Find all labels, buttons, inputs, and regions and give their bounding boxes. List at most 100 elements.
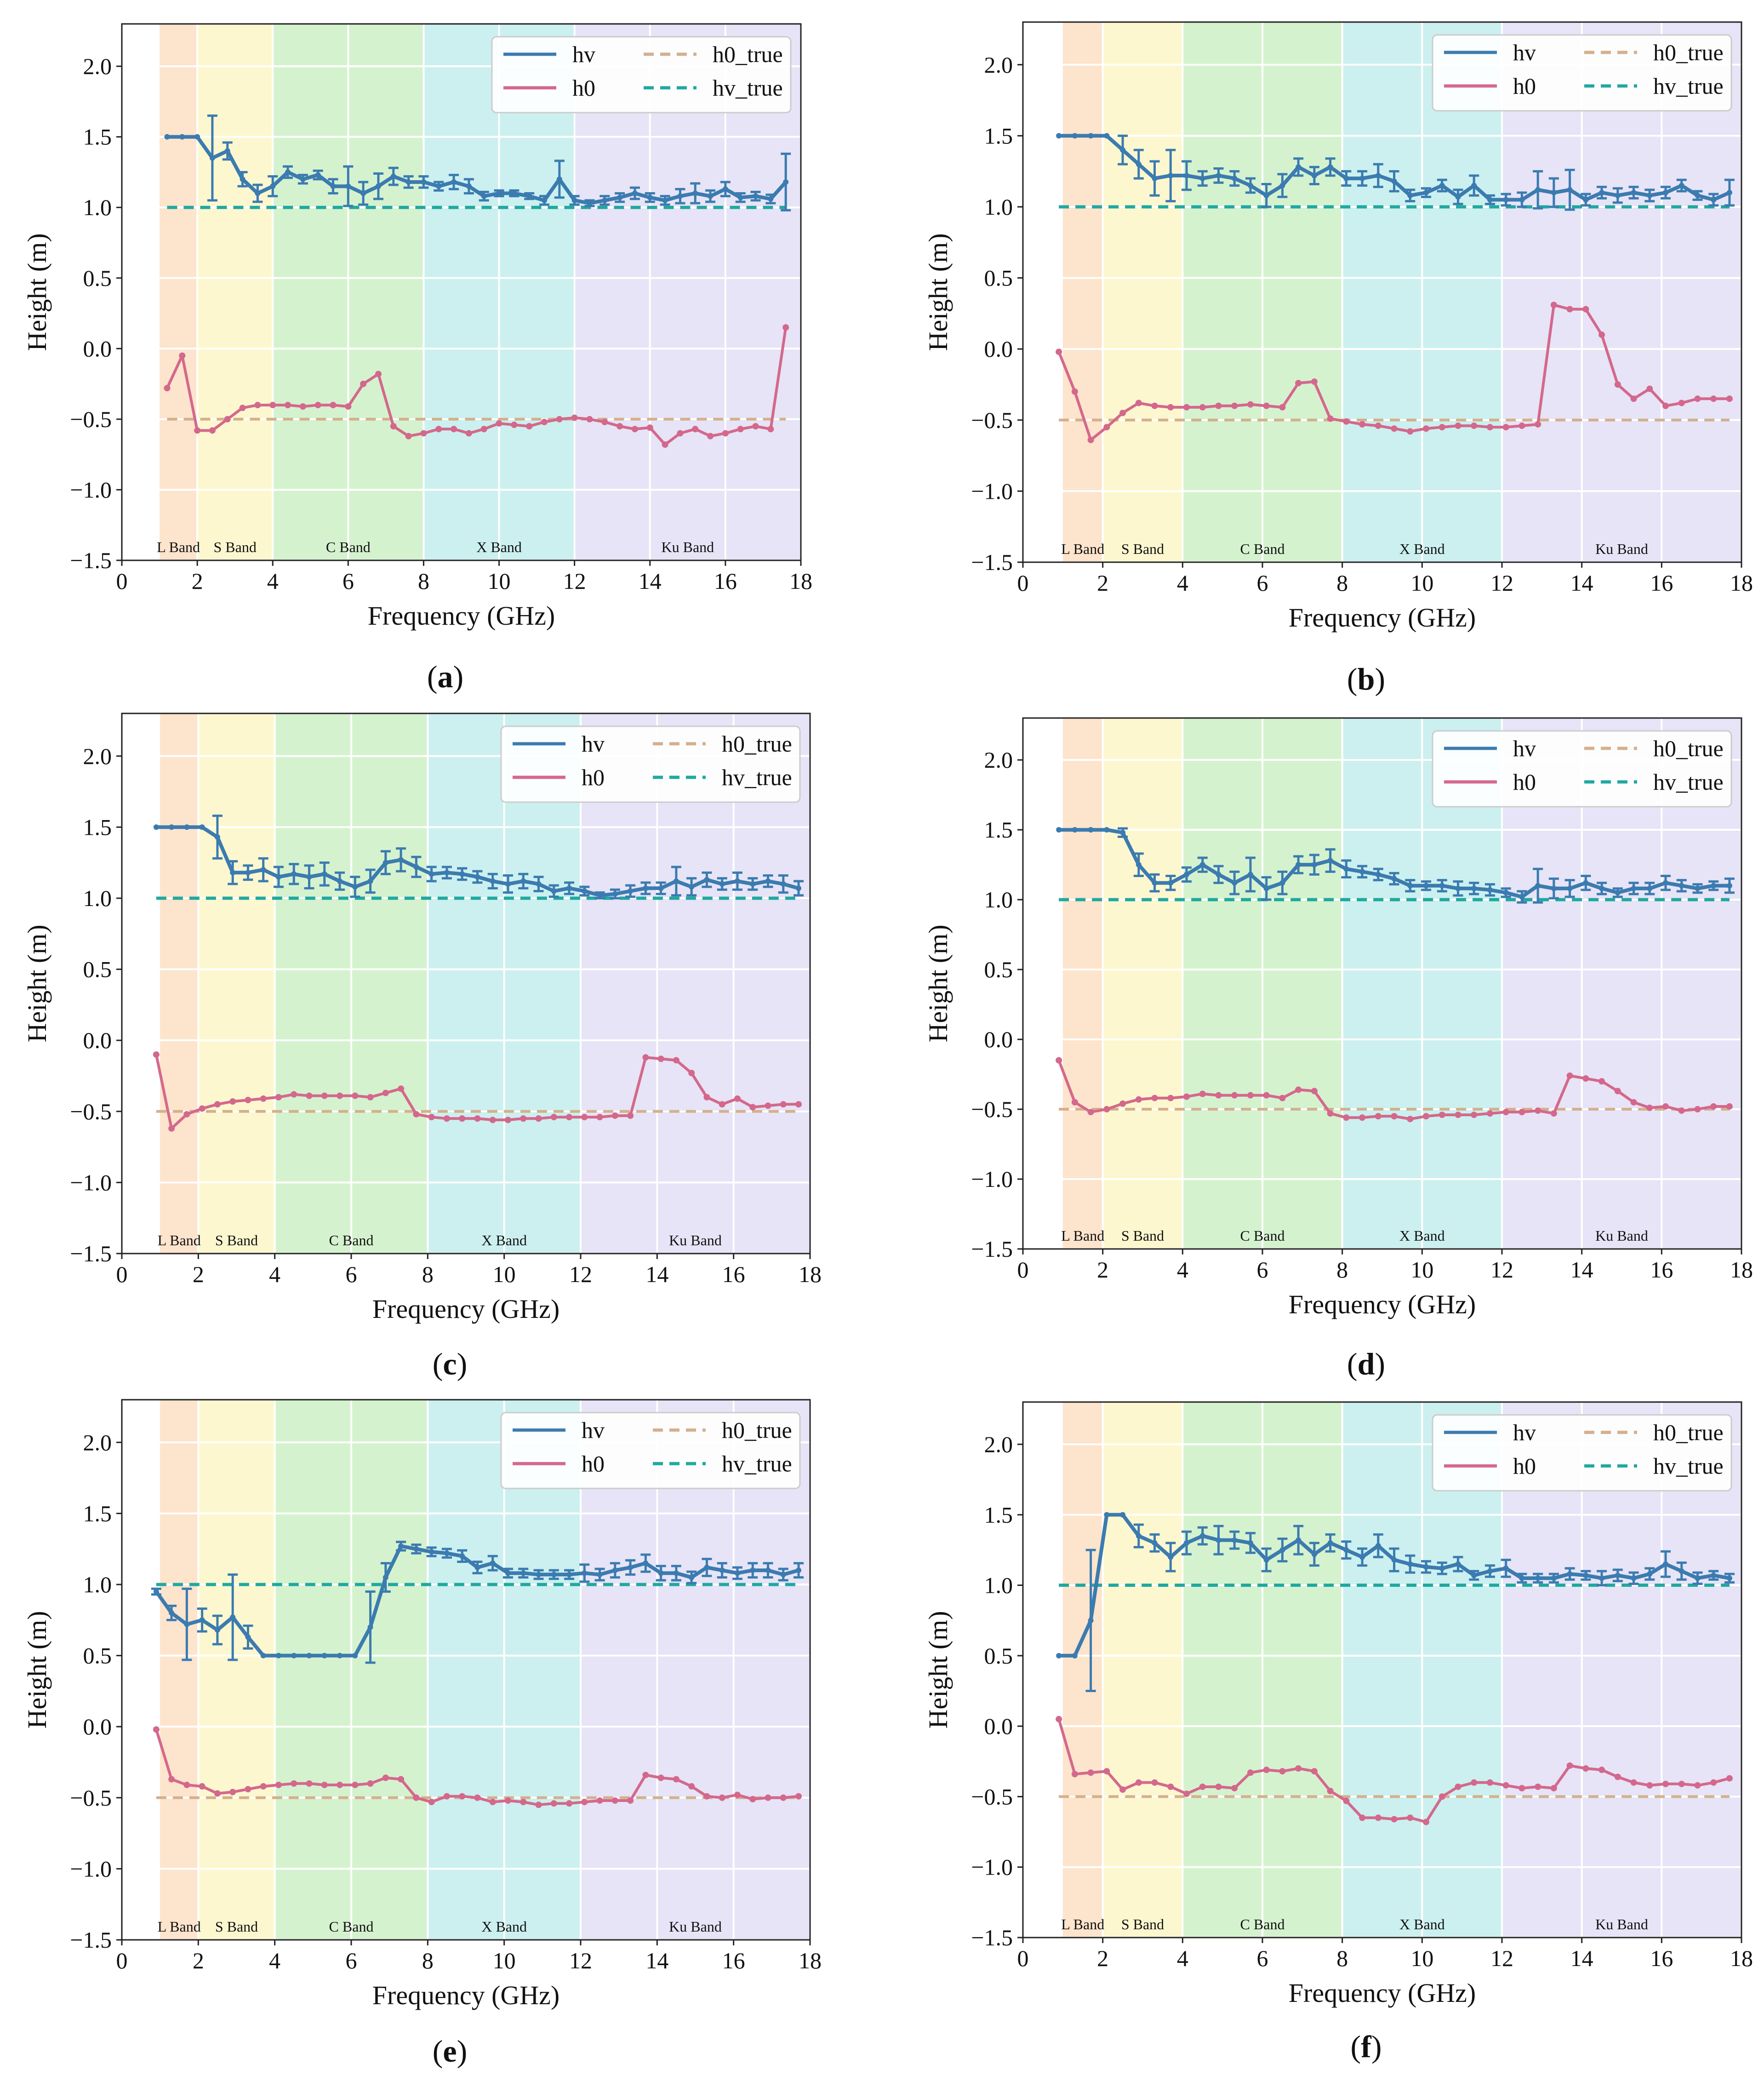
caption-part: ) bbox=[457, 2034, 468, 2069]
x-tick-label: 0 bbox=[116, 1261, 128, 1287]
legend-label-hv: hv bbox=[572, 41, 595, 67]
h0-point bbox=[1519, 1785, 1525, 1792]
h0-point bbox=[321, 1781, 328, 1788]
h0-point bbox=[229, 1789, 236, 1796]
h0-point bbox=[451, 426, 457, 433]
h0-point bbox=[1247, 1092, 1254, 1099]
hv-point bbox=[628, 888, 634, 894]
legend-box bbox=[500, 725, 801, 803]
hv-point bbox=[428, 1549, 434, 1555]
hv-point bbox=[673, 1570, 679, 1576]
series-group bbox=[151, 1540, 804, 1808]
y-tick-label: −0.5 bbox=[70, 1099, 112, 1124]
caption-part: b bbox=[1358, 661, 1375, 696]
hv-point bbox=[1136, 161, 1142, 167]
hv-point bbox=[1120, 830, 1126, 836]
y-tick-label: 0.0 bbox=[984, 336, 1013, 362]
h0-point bbox=[199, 1105, 206, 1112]
legend-box bbox=[1432, 730, 1732, 808]
hv-point bbox=[704, 877, 710, 883]
y-tick-label: 0.5 bbox=[83, 265, 112, 291]
h0-point bbox=[1502, 424, 1509, 431]
x-tick-label: 8 bbox=[1336, 570, 1348, 596]
h0-point bbox=[337, 1092, 343, 1099]
h0-point bbox=[299, 403, 306, 410]
h0-point bbox=[749, 1796, 756, 1802]
hv-point bbox=[184, 824, 190, 830]
legend-box bbox=[491, 36, 792, 114]
h0-point bbox=[795, 1793, 802, 1800]
hv-point bbox=[1551, 1575, 1557, 1581]
h0-point bbox=[367, 1094, 374, 1100]
hv-point bbox=[1311, 172, 1317, 178]
hv-point bbox=[1199, 176, 1205, 182]
band-label: C Band bbox=[1240, 1227, 1285, 1244]
hv-point bbox=[321, 871, 327, 877]
hv-point bbox=[184, 1621, 190, 1627]
legend: hv h0 h0_true hv_true bbox=[1432, 1414, 1732, 1492]
x-tick-label: 16 bbox=[722, 1948, 745, 1973]
hv-point bbox=[1056, 133, 1062, 139]
hv-point bbox=[587, 200, 593, 206]
hv-point bbox=[1343, 1547, 1349, 1553]
hv-point bbox=[1296, 1537, 1302, 1543]
hv-point bbox=[1407, 193, 1413, 199]
h0-point bbox=[1519, 422, 1525, 429]
hv-point bbox=[1631, 885, 1637, 891]
hv-point bbox=[753, 193, 759, 199]
hv-point bbox=[1232, 1537, 1238, 1543]
hv-point bbox=[536, 1572, 542, 1578]
hv-point bbox=[1168, 172, 1174, 178]
h0-point bbox=[229, 1098, 236, 1105]
hv-point bbox=[582, 888, 588, 894]
x-axis-label: Frequency (GHz) bbox=[1289, 1289, 1476, 1319]
y-tick-label: −1.5 bbox=[971, 1925, 1013, 1950]
x-tick-label: 12 bbox=[569, 1261, 592, 1287]
hv-point bbox=[1535, 1575, 1541, 1581]
chart-panel-c: L Band S Band C Band X Band Ku Band 0 2 4 6 8 10 12… bbox=[22, 713, 822, 1381]
h0-point bbox=[183, 1781, 190, 1788]
band-label: Ku Band bbox=[1595, 1227, 1648, 1244]
band-label: L Band bbox=[158, 1232, 201, 1248]
h0-point bbox=[1486, 424, 1493, 431]
legend-label-hv: hv bbox=[582, 1417, 605, 1443]
hv-point bbox=[444, 870, 450, 876]
h0-point bbox=[291, 1780, 297, 1787]
band-label: S Band bbox=[215, 1232, 258, 1248]
h0-point bbox=[1726, 395, 1733, 402]
hv-point bbox=[1199, 862, 1205, 868]
x-tick-label: 0 bbox=[116, 568, 128, 594]
hv-point bbox=[1615, 889, 1621, 895]
hv-point bbox=[1551, 190, 1557, 196]
hv-point bbox=[1279, 880, 1285, 886]
hv-point bbox=[1311, 862, 1317, 868]
hv-point bbox=[1072, 827, 1078, 833]
h0-point bbox=[1279, 1768, 1286, 1775]
h0-point bbox=[1678, 1780, 1685, 1787]
hv-point bbox=[352, 1653, 358, 1659]
hv-point bbox=[1503, 889, 1509, 895]
hv-point bbox=[1647, 193, 1653, 199]
x-tick-label: 2 bbox=[192, 568, 203, 594]
hv-point bbox=[597, 1572, 603, 1578]
h0-point bbox=[734, 1095, 741, 1102]
h0-point bbox=[1056, 348, 1062, 355]
h0-point bbox=[586, 416, 593, 422]
x-tick-label: 12 bbox=[1490, 1257, 1513, 1283]
h0-point bbox=[520, 1115, 527, 1122]
hv-point bbox=[1471, 1573, 1477, 1579]
hv-point bbox=[551, 1572, 557, 1578]
h0-point bbox=[382, 1089, 389, 1096]
hv-point bbox=[230, 870, 236, 876]
h0-point bbox=[239, 405, 246, 411]
hv-point bbox=[459, 1553, 465, 1559]
y-tick-label: −1.5 bbox=[70, 1241, 112, 1266]
h0-point bbox=[1151, 402, 1158, 409]
hv-point bbox=[658, 1570, 664, 1576]
hv-point bbox=[306, 1653, 312, 1659]
h0-point bbox=[707, 433, 714, 439]
hv-point bbox=[1487, 887, 1493, 893]
h0-point bbox=[1311, 1768, 1318, 1775]
h0-point bbox=[673, 1057, 679, 1064]
band-region-4 bbox=[581, 713, 810, 1254]
